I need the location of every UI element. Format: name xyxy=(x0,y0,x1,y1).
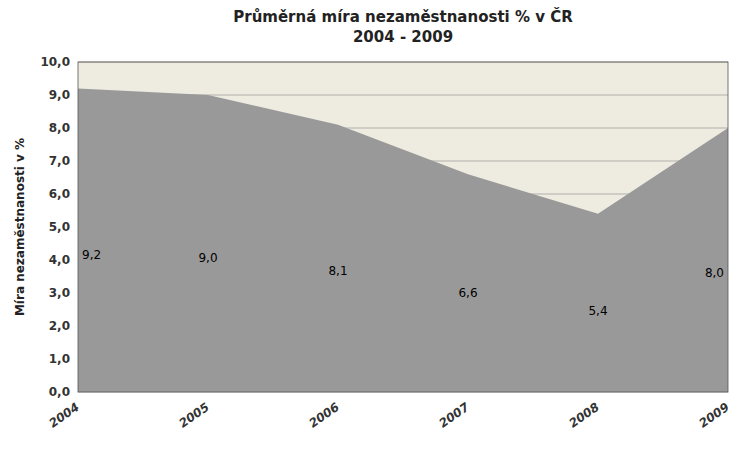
y-tick-label: 3,0 xyxy=(49,286,70,300)
chart-svg: 0,01,02,03,04,05,06,07,08,09,010,0200420… xyxy=(0,0,754,454)
x-axis: 2004 2005 2006 2007 2008 2009 xyxy=(46,399,731,430)
x-tick-label: 2009 xyxy=(696,400,731,431)
x-tick-label: 2008 xyxy=(566,400,601,431)
x-tick-label: 2007 xyxy=(436,399,472,430)
y-tick-label: 6,0 xyxy=(49,187,70,201)
y-tick-label: 4,0 xyxy=(49,253,70,267)
y-tick-label: 9,0 xyxy=(49,88,70,102)
data-labels: 9,2 9,0 8,1 6,6 5,4 8,0 xyxy=(82,248,724,318)
data-label: 5,4 xyxy=(588,304,607,318)
y-axis-label: Míra nezaměstnanosti v % xyxy=(13,138,27,316)
x-tick-label: 2005 xyxy=(176,400,211,431)
subtitle: 2004 - 2009 xyxy=(353,28,453,46)
data-label: 9,2 xyxy=(82,248,101,262)
y-tick-label: 7,0 xyxy=(49,154,70,168)
plot-frame xyxy=(78,62,728,392)
data-area xyxy=(78,88,728,392)
data-label: 9,0 xyxy=(198,251,217,265)
x-tick-label: 2006 xyxy=(306,400,341,431)
x-tick-label: 2004 xyxy=(46,400,81,431)
title: Průměrná míra nezaměstnanosti % v ČR xyxy=(233,7,573,26)
y-tick-label: 8,0 xyxy=(49,121,70,135)
data-label: 8,1 xyxy=(328,264,347,278)
y-tick-label: 2,0 xyxy=(49,319,70,333)
y-tick-label: 1,0 xyxy=(49,352,70,366)
y-tick-label: 0,0 xyxy=(49,385,70,399)
data-label: 8,0 xyxy=(705,266,724,280)
y-tick-label: 5,0 xyxy=(49,220,70,234)
y-axis: 0,0 1,0 2,0 3,0 4,0 5,0 6,0 7,0 8,0 9,0 10,0 xyxy=(40,55,70,399)
area xyxy=(78,88,728,392)
y-tick-label: 10,0 xyxy=(40,55,70,69)
data-label: 6,6 xyxy=(458,286,477,300)
grid xyxy=(78,62,728,392)
chart-container: 0,01,02,03,04,05,06,07,08,09,010,0200420… xyxy=(0,0,754,454)
plot-background xyxy=(78,62,728,392)
